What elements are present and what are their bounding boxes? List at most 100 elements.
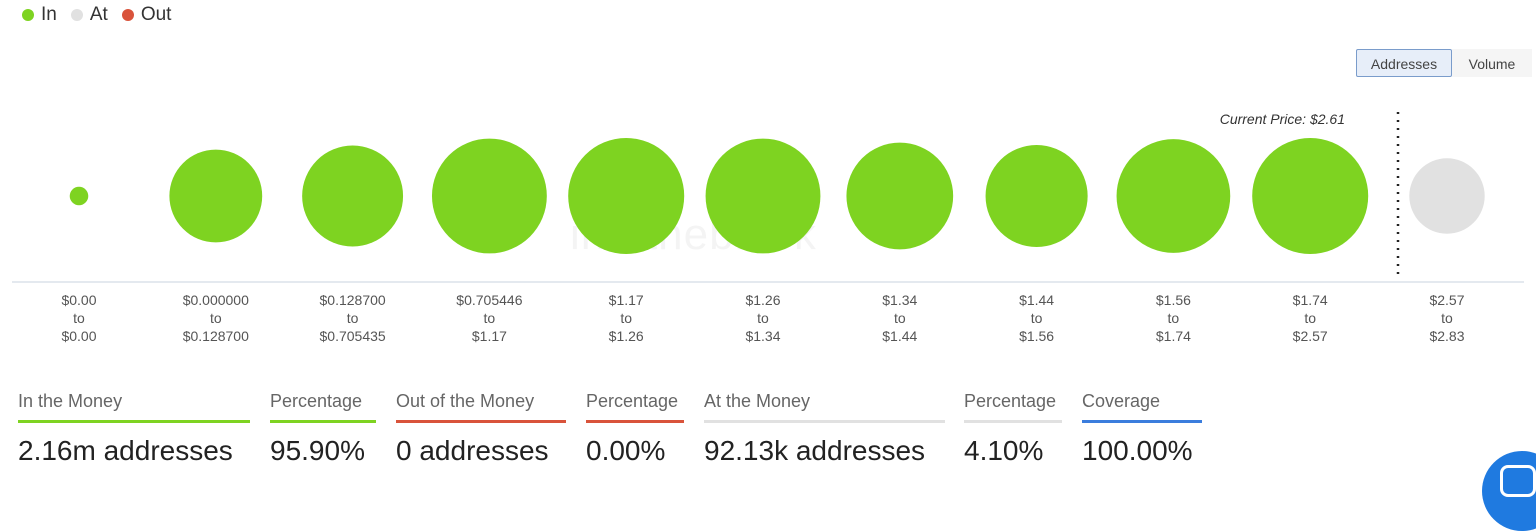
tick-connector: to xyxy=(1441,310,1453,326)
tick-label-6: $1.34 to $1.44 xyxy=(882,292,917,344)
stat-6: Coverage 100.00% xyxy=(1082,388,1202,467)
stat-value: 95.90% xyxy=(270,435,365,466)
tick-connector: to xyxy=(347,310,359,326)
legend-item-out[interactable]: Out xyxy=(121,4,172,26)
tick-high: $1.74 xyxy=(1156,328,1191,344)
tick-low: $1.34 xyxy=(882,292,917,308)
tick-high: $0.705435 xyxy=(320,328,386,344)
stat-underline xyxy=(396,420,566,423)
stat-label: At the Money xyxy=(704,391,811,411)
tick-label-10: $2.57 to $2.83 xyxy=(1429,292,1464,344)
stat-underline xyxy=(18,420,250,423)
legend-at-dot xyxy=(70,9,83,21)
tick-high: $0.00 xyxy=(61,328,96,344)
tick-high: $2.57 xyxy=(1293,328,1328,344)
tick-high: $1.44 xyxy=(882,328,917,344)
tick-high: $1.26 xyxy=(609,328,644,344)
bubble-0[interactable] xyxy=(69,186,89,206)
tick-low: $0.00 xyxy=(61,292,96,308)
tick-connector: to xyxy=(484,310,496,326)
stat-5: Percentage 4.10% xyxy=(964,388,1062,467)
stat-label: In the Money xyxy=(18,391,123,411)
tick-low: $0.705446 xyxy=(456,292,522,308)
tick-low: $1.44 xyxy=(1019,292,1054,308)
current-price-label: Current Price: $2.61 xyxy=(1220,111,1345,127)
tick-label-1: $0.000000 to $0.128700 xyxy=(183,292,249,344)
tick-high: $1.17 xyxy=(472,328,507,344)
tick-high: $1.56 xyxy=(1019,328,1054,344)
stat-value: 0 addresses xyxy=(396,435,549,466)
tick-connector: to xyxy=(1304,310,1316,326)
bubble-4[interactable] xyxy=(568,138,685,254)
bubble-9[interactable] xyxy=(1252,138,1369,254)
legend-item-at[interactable]: At xyxy=(70,4,108,26)
tick-low: $1.17 xyxy=(609,292,644,308)
tick-connector: to xyxy=(620,310,632,326)
bubble-series xyxy=(69,138,1485,254)
stat-label: Percentage xyxy=(270,391,363,411)
stat-3: Percentage 0.00% xyxy=(586,388,684,467)
bubble-1[interactable] xyxy=(169,149,263,243)
tick-label-5: $1.26 to $1.34 xyxy=(745,292,780,344)
stat-underline xyxy=(964,420,1062,423)
tick-low: $0.128700 xyxy=(320,292,386,308)
tick-label-8: $1.56 to $1.74 xyxy=(1156,292,1191,344)
tick-label-0: $0.00 to $0.00 xyxy=(61,292,96,344)
chart-legend: In At Out xyxy=(22,4,171,26)
tick-label-3: $0.705446 to $1.17 xyxy=(456,292,522,344)
tick-low: $0.000000 xyxy=(183,292,249,308)
stat-label: Coverage xyxy=(1082,391,1161,411)
bubble-2[interactable] xyxy=(302,145,404,247)
stat-underline xyxy=(586,420,684,423)
tick-connector: to xyxy=(73,310,85,326)
bubble-5[interactable] xyxy=(705,138,821,254)
tick-high: $1.34 xyxy=(745,328,780,344)
stat-label: Out of the Money xyxy=(396,391,535,411)
stat-value: 4.10% xyxy=(964,435,1044,466)
stat-label: Percentage xyxy=(964,391,1057,411)
tick-label-2: $0.128700 to $0.705435 xyxy=(320,292,386,344)
tick-label-7: $1.44 to $1.56 xyxy=(1019,292,1054,344)
bubble-6[interactable] xyxy=(846,142,954,250)
tick-connector: to xyxy=(894,310,906,326)
stat-0: In the Money 2.16m addresses xyxy=(18,388,250,467)
volume-toggle-button[interactable]: Volume xyxy=(1452,49,1532,77)
bubble-3[interactable] xyxy=(431,138,547,254)
bubble-10[interactable] xyxy=(1409,158,1485,234)
stat-1: Percentage 95.90% xyxy=(270,388,376,467)
bubble-8[interactable] xyxy=(1116,139,1231,253)
tick-connector: to xyxy=(1031,310,1043,326)
tick-low: $1.74 xyxy=(1293,292,1328,308)
tick-low: $1.26 xyxy=(745,292,780,308)
tick-connector: to xyxy=(210,310,222,326)
legend-in-dot xyxy=(22,9,34,21)
stat-underline xyxy=(1082,420,1202,423)
stat-underline xyxy=(704,420,945,423)
tick-connector: to xyxy=(1168,310,1180,326)
stat-4: At the Money 92.13k addresses xyxy=(704,388,945,467)
tick-high: $2.83 xyxy=(1429,328,1464,344)
legend-at-label: At xyxy=(89,4,108,25)
tick-label-4: $1.17 to $1.26 xyxy=(609,292,644,344)
tick-high: $0.128700 xyxy=(183,328,249,344)
legend-out-dot xyxy=(121,9,134,21)
x-axis-ticks: $0.00to$0.00$0.000000to$0.128700$0.12870… xyxy=(61,292,1464,344)
tick-low: $2.57 xyxy=(1429,292,1464,308)
stat-value: 0.00% xyxy=(586,435,666,466)
metric-toggle: Addresses Volume xyxy=(1356,49,1532,77)
legend-item-in[interactable]: In xyxy=(22,4,57,26)
legend-out-label: Out xyxy=(140,4,172,25)
stat-underline xyxy=(270,420,376,423)
tick-low: $1.56 xyxy=(1156,292,1191,308)
stat-value: 92.13k addresses xyxy=(704,435,926,466)
bubble-7[interactable] xyxy=(985,144,1088,248)
summary-stats: In the Money 2.16m addresses Percentage 95.… xyxy=(0,388,1536,488)
bubble-chart: $0.00to$0.00$0.000000to$0.128700$0.12870… xyxy=(12,111,1524,344)
stat-value: 2.16m addresses xyxy=(18,435,233,466)
tick-label-9: $1.74 to $2.57 xyxy=(1293,292,1328,344)
stat-label: Percentage xyxy=(586,391,679,411)
stat-value: 100.00% xyxy=(1082,435,1193,466)
addresses-toggle-button[interactable]: Addresses xyxy=(1356,49,1452,77)
legend-in-label: In xyxy=(41,4,57,25)
tick-connector: to xyxy=(757,310,769,326)
